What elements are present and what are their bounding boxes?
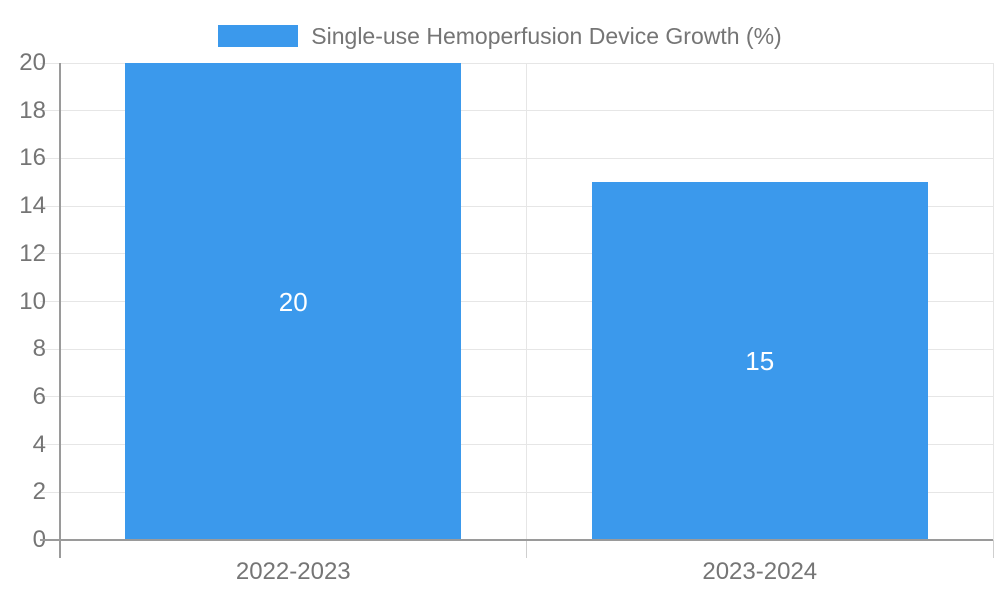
y-gridline: [40, 205, 993, 207]
x-axis-tick: [992, 540, 994, 558]
y-gridline: [40, 253, 993, 255]
y-axis-tick-label: 20: [19, 49, 46, 76]
y-axis-tick-label: 12: [19, 239, 46, 267]
y-gridline: [40, 62, 993, 64]
bar-value-label: 20: [278, 286, 308, 317]
y-axis-tick-label: 4: [32, 430, 46, 458]
y-axis-tick-label: 0: [32, 526, 46, 553]
category-boundary-gridline: [992, 63, 994, 540]
y-gridline: [40, 444, 993, 446]
y-axis-tick-label: 18: [19, 96, 46, 124]
bar-2023-2024: [591, 182, 928, 540]
y-gridline: [40, 301, 993, 302]
y-axis-tick-label: 2: [32, 478, 46, 506]
y-gridline: [40, 348, 993, 350]
y-axis-tick-label: 10: [19, 287, 46, 315]
y-axis-tick-label: 8: [32, 335, 46, 363]
x-axis-tick: [526, 540, 527, 558]
bar-value-label: 15: [745, 346, 775, 377]
y-axis-tick-label: 6: [32, 382, 46, 410]
legend-title: Single-use Hemoperfusion Device Growth (…: [311, 22, 782, 49]
category-boundary-gridline: [526, 63, 527, 540]
legend-swatch: [218, 25, 299, 47]
x-axis-line: [40, 539, 993, 541]
x-axis-category-label: 2023-2024: [702, 558, 818, 585]
y-gridline: [40, 491, 993, 493]
y-axis-tick-label: 14: [19, 192, 46, 220]
y-gridline: [40, 396, 993, 398]
y-gridline: [40, 157, 993, 159]
bar-2022-2023: [125, 63, 462, 540]
chart-legend: Single-use Hemoperfusion Device Growth (…: [0, 23, 1000, 49]
y-axis-line: [59, 63, 61, 558]
x-axis-category-label: 2022-2023: [235, 558, 351, 585]
y-gridline: [40, 110, 993, 112]
y-axis-tick-label: 16: [19, 144, 46, 172]
